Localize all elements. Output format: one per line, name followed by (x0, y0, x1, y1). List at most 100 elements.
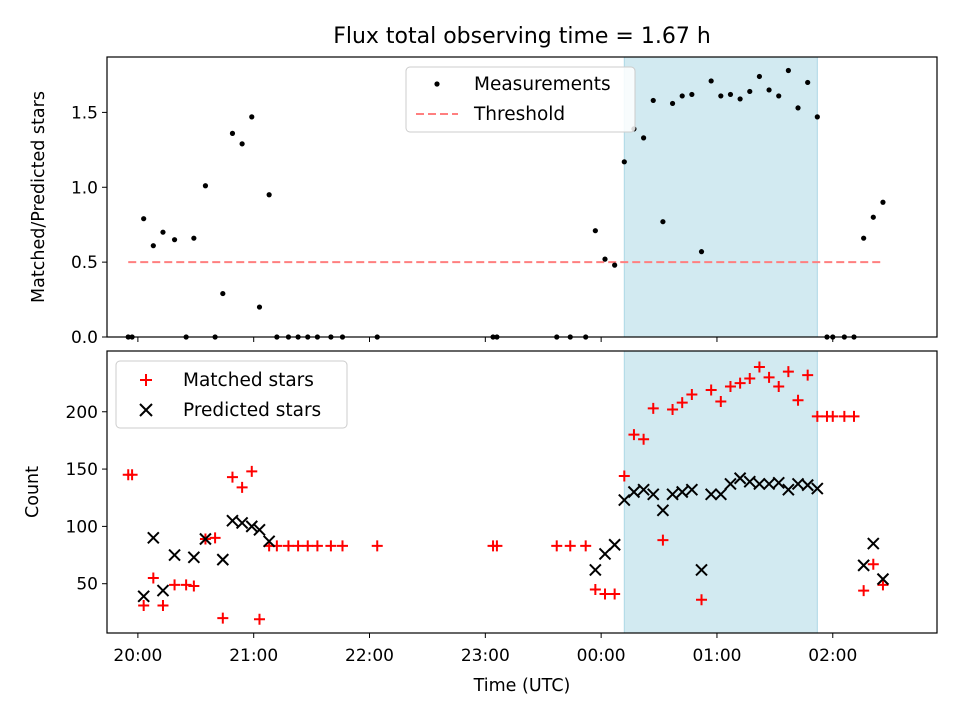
x-tick-label: 22:00 (345, 646, 394, 666)
matched-star-point (217, 612, 229, 624)
matched-star-point (838, 410, 850, 422)
predicted-star-point (811, 482, 824, 495)
predicted-star-point (867, 537, 880, 550)
bottom-highlight-span (623, 350, 818, 634)
matched-star-point (773, 381, 785, 393)
matched-star-point (877, 579, 889, 591)
matched-star-point (371, 540, 383, 552)
matched-star-point (734, 377, 746, 389)
chart-title: Flux total observing time = 1.67 h (333, 24, 711, 49)
predicted-star-point (226, 514, 239, 527)
x-axis-label: Time (UTC) (473, 676, 571, 696)
matched-star-point (292, 540, 304, 552)
predicted-star-point (733, 472, 747, 485)
measurement-point (814, 114, 820, 120)
predicted-star-point (156, 584, 170, 597)
matched-star-point (209, 532, 221, 544)
legend-matched-label: Matched stars (183, 370, 314, 391)
matched-star-point (564, 540, 576, 552)
bottom-y-label: Count (23, 466, 43, 518)
measurement-point (785, 67, 791, 74)
measurement-point (679, 93, 685, 99)
measurement-point (861, 235, 867, 241)
measurement-point (621, 159, 627, 165)
matched-star-point (628, 429, 640, 441)
measurement-point (689, 91, 695, 98)
matched-star-point (246, 465, 258, 477)
predicted-star-point (656, 504, 670, 517)
measurement-point (650, 97, 656, 104)
matched-star-point (188, 580, 200, 592)
legend-measurements-marker (434, 81, 440, 87)
legend-predicted-label: Predicted stars (183, 400, 321, 421)
matched-star-point (589, 583, 601, 595)
x-tick-label: 00:00 (577, 646, 626, 666)
matched-star-point (715, 395, 727, 407)
predicted-star-point (253, 523, 266, 537)
y-tick-label: 150 (66, 460, 98, 480)
y-tick-label: 200 (66, 403, 98, 423)
y-tick-label: 1.5 (71, 103, 98, 123)
predicted-star-point (782, 483, 795, 496)
top-x-ticks (137, 337, 834, 342)
predicted-star-point (666, 488, 679, 501)
measurement-point (202, 183, 209, 189)
measurement-point (718, 93, 724, 99)
x-tick-label: 23:00 (461, 646, 510, 666)
matched-star-point (169, 579, 181, 591)
matched-star-point (580, 540, 592, 552)
predicted-star-point (685, 483, 699, 496)
matched-star-point (618, 470, 630, 482)
bottom-panel: 50 100 150 200 20:00 21:00 22:00 23:00 00:00 01:… (23, 350, 938, 696)
x-tick-label: 01:00 (692, 646, 741, 666)
matched-star-point (802, 369, 814, 381)
predicted-star-point (695, 563, 708, 577)
predicted-star-point (147, 531, 160, 545)
measurement-point (795, 105, 801, 111)
matched-star-point (126, 469, 138, 481)
measurement-point (220, 290, 226, 297)
legend-measurements-label: Measurements (474, 74, 611, 95)
predicted-star-point (608, 538, 621, 551)
predicted-star-point (199, 532, 212, 546)
matched-star-point (551, 540, 563, 552)
predicted-star-point (714, 488, 728, 501)
predicted-star-point (753, 477, 766, 491)
top-panel: 0.0 0.5 1.0 1.5 Matched/Predicted stars Mea… (29, 56, 938, 348)
predicted-star-point (772, 476, 785, 490)
measurement-point (805, 79, 811, 86)
measurement-point (191, 235, 197, 241)
predicted-star-point (262, 535, 276, 548)
measurement-point (660, 219, 666, 225)
measurement-point (766, 87, 772, 93)
matched-star-point (676, 397, 688, 409)
predicted-star-point (627, 485, 641, 499)
measurement-point (756, 73, 763, 80)
y-tick-label: 1.0 (71, 178, 98, 198)
matched-star-point (657, 534, 669, 546)
matched-star-point (609, 588, 621, 600)
legend-matched-marker (140, 374, 152, 386)
matched-star-point (667, 403, 679, 415)
matched-star-point (724, 381, 736, 393)
matched-star-point (696, 594, 708, 606)
matched-star-point (744, 373, 756, 385)
matched-star-point (811, 410, 823, 422)
matched-star-point (858, 585, 870, 597)
bottom-x-axis: 20:00 21:00 22:00 23:00 00:00 01:00 02:00 (113, 633, 857, 666)
matched-star-point (599, 588, 611, 600)
measurement-point (602, 256, 608, 262)
legend-predicted-marker (139, 403, 153, 417)
predicted-star-point (618, 493, 631, 507)
measurement-point (641, 135, 647, 141)
matched-star-point (138, 599, 150, 611)
matched-star-point (147, 572, 159, 584)
y-tick-label: 0.5 (71, 253, 98, 273)
matched-star-point (253, 613, 265, 625)
measurement-point (229, 130, 236, 136)
top-legend: Measurements Threshold (405, 66, 636, 133)
predicted-star-point (187, 551, 201, 564)
predicted-star-point (857, 559, 870, 572)
bottom-axes-frame (106, 350, 938, 634)
y-tick-label: 0.0 (71, 328, 98, 348)
